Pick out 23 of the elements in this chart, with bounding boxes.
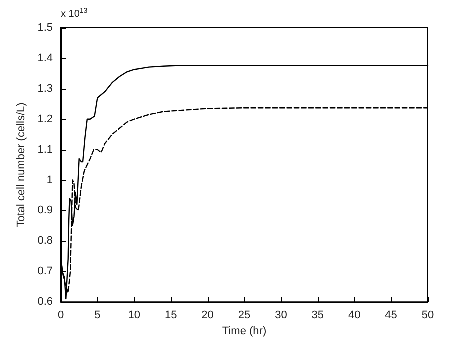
x-tick-label: 20: [202, 310, 214, 322]
y-tick-label: 0.6: [38, 296, 53, 308]
y-tick-label: 1.5: [38, 22, 53, 34]
y-tick-label: 0.8: [38, 235, 53, 248]
x-axis-title: Time (hr): [222, 326, 267, 338]
x-tick-label: 25: [238, 310, 251, 322]
x-tick-label: 10: [128, 310, 141, 322]
x-tick-label: 30: [275, 310, 288, 322]
y-tick-label: 1.4: [38, 52, 53, 64]
x-tick-label: 40: [348, 310, 361, 322]
y-tick-label: 0.7: [38, 266, 53, 278]
y-tick-label: 1: [46, 174, 53, 186]
y-tick-label: 1.1: [38, 144, 53, 156]
y-axis-title: Total cell number (cells/L): [15, 102, 28, 228]
x-tick-label: 50: [422, 310, 434, 322]
x-tick-label: 45: [385, 310, 398, 322]
y-tick-label: 1.3: [38, 82, 53, 95]
x-tick-label: 0: [58, 310, 64, 322]
y-tick-label: 0.9: [38, 204, 53, 217]
x-tick-label: 5: [94, 310, 101, 322]
x-tick-label: 35: [312, 310, 324, 322]
y-tick-label: 1.2: [38, 113, 53, 126]
x-tick-label: 15: [164, 310, 178, 322]
